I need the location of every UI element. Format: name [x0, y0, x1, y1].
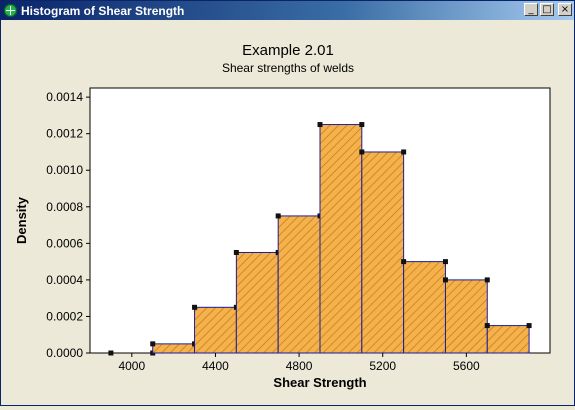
x-tick-label: 5600 [453, 359, 480, 373]
title-bar[interactable]: Histogram of Shear Strength _ □ × [1, 1, 574, 20]
x-tick-label: 4800 [286, 359, 313, 373]
minitab-graph-icon[interactable] [4, 4, 17, 17]
histogram-chart: Example 2.01 Shear strengths of welds 40… [14, 42, 551, 390]
minimize-button[interactable]: _ [524, 3, 538, 16]
histogram-bar [486, 325, 530, 354]
x-tick-label: 5200 [369, 359, 396, 373]
close-button[interactable]: × [558, 3, 572, 16]
y-tick-label: 0.0002 [46, 309, 83, 323]
window-controls: _ □ × [524, 3, 572, 16]
y-tick-label: 0.0008 [46, 200, 83, 214]
histogram-bar [235, 251, 279, 354]
bar-selection-handle[interactable] [192, 304, 198, 310]
maximize-button[interactable]: □ [540, 3, 554, 16]
axes-layer: 4000 4400 4800 5200 5600 0.0000 0.0002 0.0004 0.… [46, 90, 480, 373]
y-tick-label: 0.0004 [46, 273, 83, 287]
histogram-bar [152, 343, 196, 354]
histogram-bar [277, 215, 321, 354]
bar-selection-handle[interactable] [484, 277, 490, 283]
bar-selection-handle[interactable] [317, 122, 323, 128]
bar-selection-handle[interactable] [359, 149, 365, 155]
bar-selection-handle[interactable] [401, 259, 407, 265]
y-axis-label: Density [14, 196, 29, 244]
y-tick-label: 0.0006 [46, 236, 83, 250]
bar-selection-handle[interactable] [108, 350, 114, 356]
x-axis-label: Shear Strength [273, 375, 366, 390]
bars-layer [108, 122, 532, 356]
bar-selection-handle[interactable] [359, 122, 365, 128]
graph-area: Example 2.01 Shear strengths of welds 40… [2, 20, 573, 405]
bar-selection-handle[interactable] [526, 323, 532, 329]
bar-selection-handle[interactable] [442, 277, 448, 283]
window-title: Histogram of Shear Strength [21, 3, 185, 18]
y-tick-label: 0.0012 [46, 127, 83, 141]
bar-selection-handle[interactable] [275, 213, 281, 219]
bar-selection-handle[interactable] [233, 249, 239, 255]
bar-selection-handle[interactable] [484, 323, 490, 329]
bar-selection-handle[interactable] [401, 149, 407, 155]
histogram-bar [444, 279, 488, 354]
histogram-bar [319, 124, 363, 354]
y-tick-label: 0.0010 [46, 163, 83, 177]
x-tick-label: 4000 [118, 359, 145, 373]
histogram-bar [361, 151, 405, 354]
y-tick-label: 0.0000 [46, 346, 83, 360]
y-tick-label: 0.0014 [46, 90, 83, 104]
histogram-bar [194, 306, 237, 354]
bar-selection-handle[interactable] [150, 341, 156, 347]
bar-selection-handle[interactable] [442, 259, 448, 265]
chart-title: Example 2.01 [242, 42, 334, 59]
chart-subtitle: Shear strengths of welds [222, 61, 354, 75]
x-tick-label: 4400 [202, 359, 229, 373]
histogram-bar [403, 261, 446, 354]
